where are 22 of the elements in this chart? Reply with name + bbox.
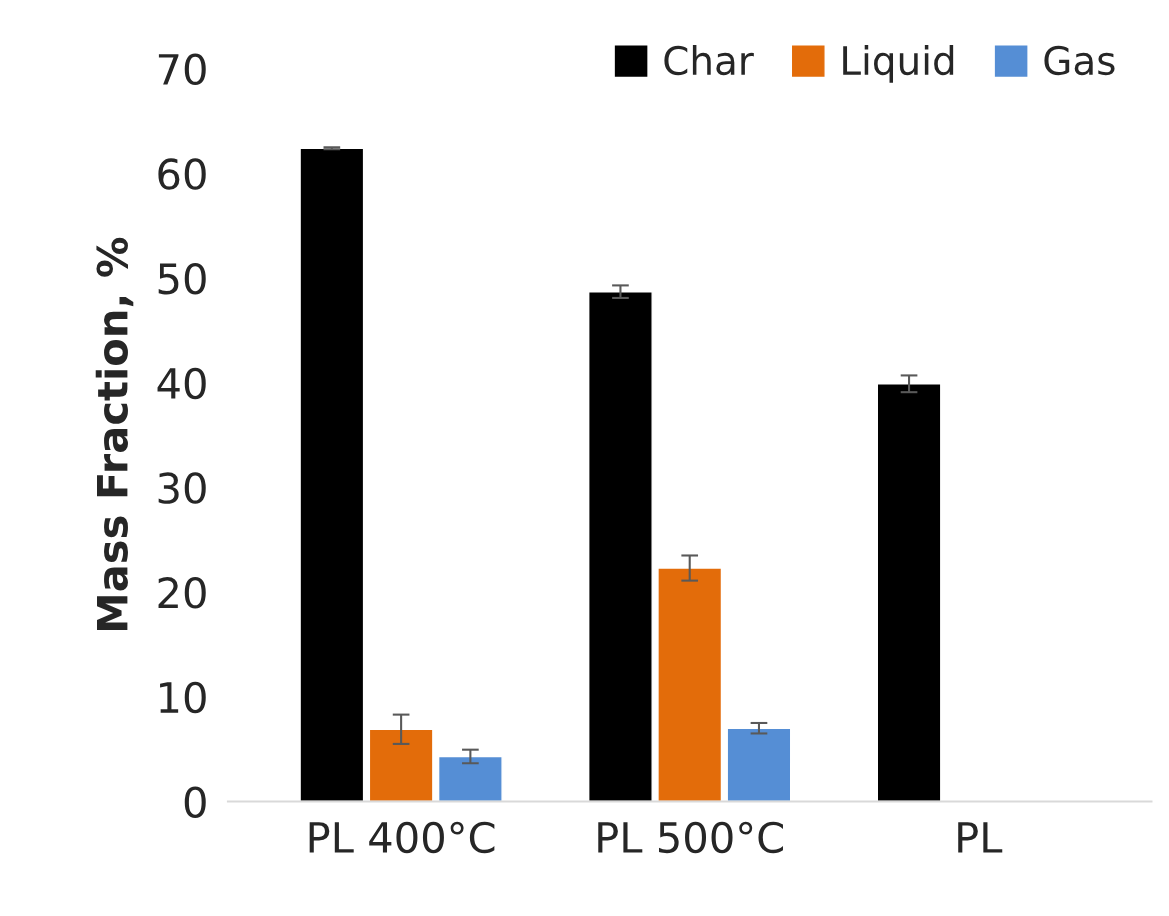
bar (588, 290, 653, 802)
x-tick-label: PL 500°C (598, 821, 783, 854)
y-tick-label: 10 (160, 681, 206, 714)
y-tick-label: 70 (158, 53, 206, 86)
y-tick-label: 0 (184, 786, 206, 818)
y-tick-label: 40 (157, 367, 206, 400)
bar (657, 567, 723, 802)
bar (437, 755, 503, 802)
y-axis-title: Mass Fraction, % (95, 237, 134, 630)
y-tick-label: 50 (158, 262, 206, 295)
x-tick-label: PL 400°C (309, 821, 495, 854)
x-tick-label: PL (958, 822, 1003, 853)
bar (876, 383, 942, 802)
y-tick-label: 20 (158, 577, 206, 609)
legend-label: Char (664, 45, 754, 76)
y-tick-label: 60 (158, 158, 206, 190)
legend-label: Liquid (843, 45, 954, 83)
bar (299, 147, 365, 802)
legend-label: Gas (1044, 45, 1115, 76)
y-tick-label: 30 (158, 472, 206, 504)
bar (368, 728, 434, 802)
bar (726, 727, 792, 802)
